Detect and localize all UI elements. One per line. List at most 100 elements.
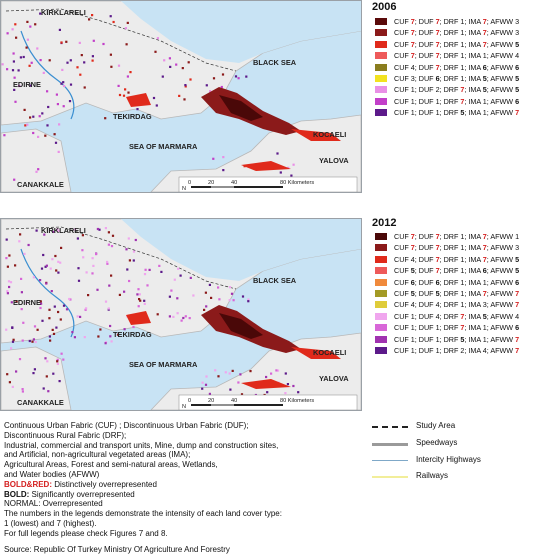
place-label-yalova: YALOVA bbox=[319, 374, 349, 383]
land-cover-dot bbox=[96, 227, 99, 231]
land-cover-dot bbox=[170, 289, 173, 292]
land-cover-dot bbox=[76, 315, 79, 318]
land-cover-dot bbox=[47, 105, 50, 109]
land-cover-dot bbox=[69, 298, 72, 301]
land-cover-dot bbox=[39, 300, 42, 303]
land-cover-dot bbox=[44, 265, 47, 268]
legend-swatch bbox=[375, 233, 387, 240]
place-label-tekirdag: TEKIRDAG bbox=[113, 330, 152, 339]
land-cover-dot bbox=[275, 369, 278, 372]
land-cover-dot bbox=[11, 385, 14, 388]
land-cover-dot bbox=[14, 264, 17, 267]
legend-row: CUF 1; DUF 4; DRF 7; IMA 5; AFWW 4 bbox=[375, 311, 550, 322]
legend-swatch bbox=[375, 74, 387, 82]
land-cover-dot bbox=[82, 256, 85, 259]
land-cover-dot bbox=[56, 360, 59, 363]
land-cover-dot bbox=[163, 59, 166, 62]
note-line-12: For full legends please check Figures 7 … bbox=[4, 528, 168, 538]
land-cover-dot bbox=[46, 90, 49, 93]
legend-swatch bbox=[375, 52, 387, 60]
land-cover-dot bbox=[51, 258, 54, 261]
land-cover-dot bbox=[81, 249, 84, 252]
land-cover-dot bbox=[98, 228, 101, 231]
legend-text: CUF 7; DUF 7; DRF 1; IMA 7; AFWW 3 bbox=[394, 243, 520, 253]
land-cover-dot bbox=[41, 319, 44, 322]
land-cover-dot bbox=[11, 326, 14, 329]
land-cover-dot bbox=[156, 37, 159, 40]
land-cover-dot bbox=[42, 253, 45, 257]
legend-row: CUF 1; DUF 1; DRF 7; IMA 1; AFWW 6 bbox=[375, 322, 550, 333]
land-cover-dot bbox=[18, 84, 21, 88]
land-cover-dot bbox=[46, 124, 49, 127]
gallipoli-land bbox=[1, 346, 72, 410]
land-cover-dot bbox=[66, 61, 69, 64]
legend-text: CUF 1; DUF 1; DRF 2; IMA 4; AFWW 7 bbox=[394, 345, 520, 355]
land-cover-dot bbox=[57, 310, 60, 314]
land-cover-dot bbox=[48, 59, 51, 62]
land-cover-dot bbox=[297, 391, 300, 394]
land-cover-dot bbox=[68, 100, 72, 103]
land-cover-dot bbox=[20, 291, 23, 294]
land-cover-dot bbox=[8, 285, 11, 289]
scale-tick-label: 20 bbox=[208, 180, 214, 186]
land-cover-dot bbox=[109, 335, 112, 338]
land-cover-dot bbox=[60, 352, 63, 355]
legend-row: CUF 1; DUF 2; DRF 7; IMA 5; AFWW 5 bbox=[375, 84, 550, 95]
land-cover-dot bbox=[134, 238, 137, 242]
land-cover-dot bbox=[71, 331, 74, 334]
note-line-5: Agricultural Areas, Forest and semi-natu… bbox=[4, 460, 218, 470]
land-cover-dot bbox=[205, 375, 208, 378]
land-cover-dot bbox=[228, 372, 231, 375]
legend-text: CUF 7; DUF 7; DRF 1; IMA 7; AFWW 3 bbox=[394, 28, 520, 38]
legend-text: CUF 3; DUF 6; DRF 1; IMA 5; AFWW 5 bbox=[394, 73, 520, 83]
land-cover-dot bbox=[144, 268, 147, 271]
land-cover-dot bbox=[32, 338, 35, 341]
land-cover-dot bbox=[245, 75, 248, 78]
land-cover-dot bbox=[39, 279, 42, 282]
land-cover-dot bbox=[63, 84, 66, 88]
key-speedways: Speedways bbox=[372, 437, 542, 451]
legend-row: CUF 7; DUF 7; DRF 1; IMA 7; AFWW 3 bbox=[375, 242, 550, 253]
land-cover-dot bbox=[19, 233, 22, 236]
land-cover-dot bbox=[55, 326, 58, 329]
land-cover-dot bbox=[109, 324, 112, 328]
land-cover-dot bbox=[25, 301, 28, 304]
land-cover-dot bbox=[5, 328, 8, 331]
land-cover-dot bbox=[192, 294, 195, 297]
land-cover-dot bbox=[20, 277, 23, 280]
land-cover-dot bbox=[28, 64, 31, 67]
land-cover-dot bbox=[10, 347, 13, 350]
land-cover-dot bbox=[247, 300, 250, 303]
scale-tick-label: 80 Kilometers bbox=[280, 180, 314, 186]
land-cover-dot bbox=[1, 63, 4, 66]
land-cover-dot bbox=[107, 308, 110, 311]
land-cover-dot bbox=[21, 388, 24, 391]
legend-text: CUF 7; DUF 7; DRF 1; IMA 7; AFWW 1 bbox=[394, 232, 520, 241]
land-cover-dot bbox=[25, 46, 28, 49]
land-cover-dot bbox=[56, 358, 59, 361]
land-cover-dot bbox=[118, 293, 121, 296]
land-cover-dot bbox=[222, 156, 225, 159]
land-cover-dot bbox=[13, 88, 16, 91]
land-cover-dot bbox=[19, 56, 22, 59]
land-cover-dot bbox=[241, 295, 245, 298]
legend-row: CUF 5; DUF 7; DRF 1; IMA 6; AFWW 5 bbox=[375, 265, 550, 276]
land-cover-dot bbox=[181, 67, 184, 70]
land-cover-dot bbox=[24, 124, 27, 127]
istanbul-core bbox=[219, 95, 263, 121]
legend-2012: CUF 7; DUF 7; DRF 1; IMA 7; AFWW 1 CUF 7;… bbox=[375, 231, 550, 356]
land-cover-dot bbox=[32, 372, 35, 375]
land-cover-dot bbox=[69, 59, 72, 62]
land-cover-dot bbox=[117, 84, 120, 87]
land-cover-dot bbox=[34, 340, 37, 344]
land-cover-dot bbox=[234, 75, 238, 78]
land-cover-dot bbox=[125, 248, 128, 251]
land-cover-dot bbox=[104, 227, 107, 230]
legend-swatch bbox=[375, 346, 387, 354]
land-cover-dot bbox=[60, 41, 63, 44]
land-cover-dot bbox=[182, 316, 185, 320]
land-cover-dot bbox=[168, 315, 171, 318]
railway-line-icon bbox=[372, 476, 408, 478]
land-cover-dot bbox=[118, 93, 122, 97]
land-cover-dot bbox=[62, 81, 65, 84]
